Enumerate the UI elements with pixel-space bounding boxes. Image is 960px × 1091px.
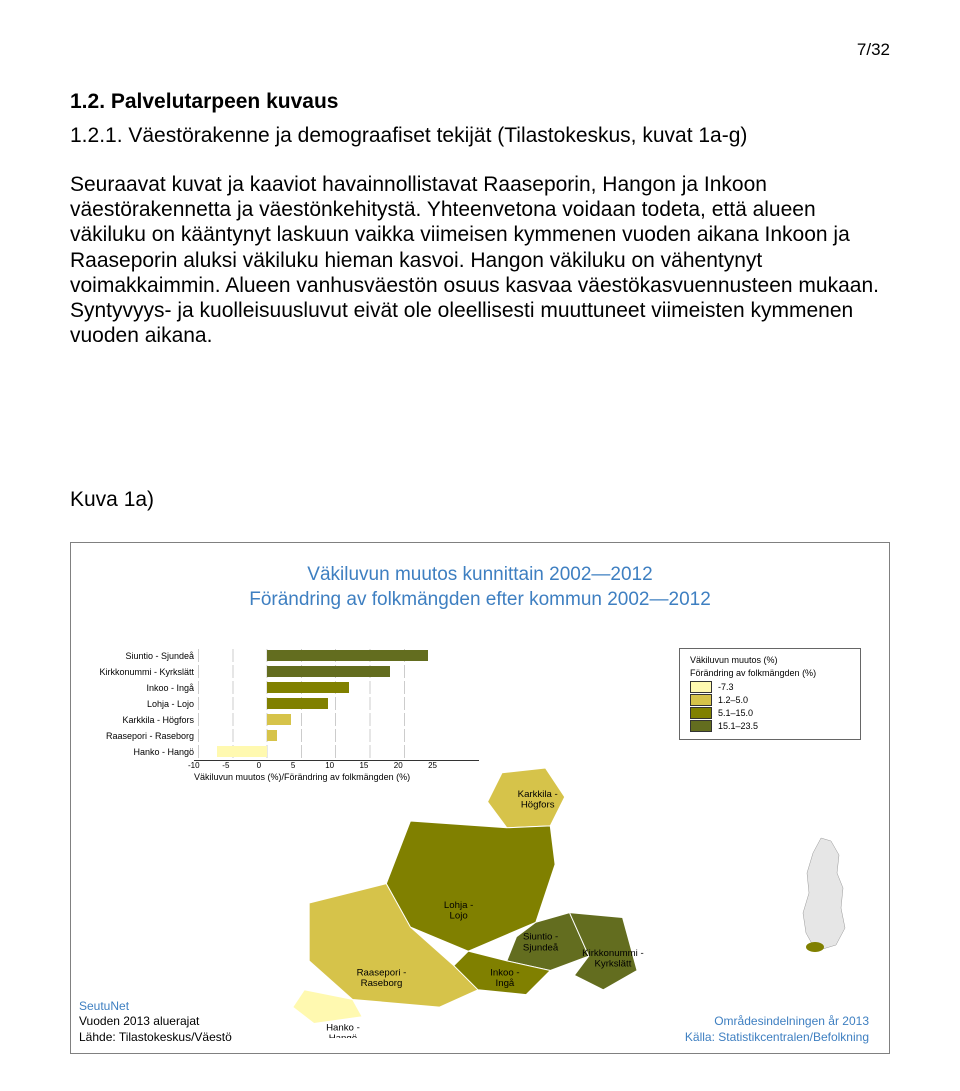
chart-title: Väkiluvun muutos kunnittain 2002—2012 Fö… (91, 563, 869, 612)
map-region-label: Siuntio -Sjundeå (523, 932, 559, 954)
chart-title-line2: Förändring av folkmängden efter kommun 2… (249, 589, 711, 610)
body-paragraph: Seuraavat kuvat ja kaaviot havainnollist… (70, 172, 890, 348)
bar-row: Siuntio - Sjundeå (79, 648, 479, 663)
legend-swatch (690, 720, 712, 732)
bar-row: Karkkila - Högfors (79, 712, 479, 727)
bar-row: Inkoo - Ingå (79, 680, 479, 695)
legend-swatch (690, 694, 712, 706)
bar-track (198, 681, 438, 694)
footer-right-line1: Områdesindelningen år 2013 (714, 1014, 869, 1028)
legend-label: 5.1–15.0 (718, 708, 753, 718)
bar-label: Siuntio - Sjundeå (79, 651, 198, 661)
legend-title-2: Förändring av folkmängden (%) (690, 668, 850, 678)
map-region-label: Karkkila -Högfors (518, 789, 558, 811)
footer-right-line2: Källa: Statistikcentralen/Befolkning (685, 1030, 869, 1044)
legend-title-1: Väkiluvun muutos (%) (690, 655, 850, 665)
bar-chart: Siuntio - Sjundeå Kirkkonummi - Kyrkslätt… (79, 648, 479, 782)
bar-fill (267, 666, 390, 677)
bar-label: Lohja - Lojo (79, 699, 198, 709)
choropleth-map: Karkkila -HögforsLohja -LojoSiuntio -Sju… (209, 768, 689, 1038)
bar-fill (267, 698, 329, 709)
bar-track (198, 649, 438, 662)
legend-label: -7.3 (718, 682, 734, 692)
figure-box: Väkiluvun muutos kunnittain 2002—2012 Fö… (70, 542, 890, 1054)
bar-track (198, 665, 438, 678)
bar-label: Karkkila - Högfors (79, 715, 198, 725)
figure-label: Kuva 1a) (70, 488, 890, 512)
legend-swatch (690, 707, 712, 719)
subsection-heading: 1.2.1. Väestörakenne ja demograafiset te… (70, 124, 890, 148)
bar-label: Hanko - Hangö (79, 747, 198, 757)
map-region-label: Raasepori -Raseborg (357, 968, 407, 990)
bar-fill (217, 746, 267, 757)
bar-track (198, 729, 438, 742)
legend-label: 1.2–5.0 (718, 695, 748, 705)
bar-fill (267, 730, 277, 741)
legend-label: 15.1–23.5 (718, 721, 758, 731)
bar-track (198, 697, 438, 710)
bar-fill (267, 682, 349, 693)
bar-fill (267, 714, 291, 725)
bar-row: Raasepori - Raseborg (79, 728, 479, 743)
legend-box: Väkiluvun muutos (%) Förändring av folkm… (679, 648, 861, 740)
legend-row: 5.1–15.0 (690, 707, 850, 719)
legend-row: 1.2–5.0 (690, 694, 850, 706)
section-heading: 1.2. Palvelutarpeen kuvaus (70, 90, 890, 114)
chart-title-line1: Väkiluvun muutos kunnittain 2002—2012 (307, 564, 652, 585)
footer-brand: SeutuNet (79, 999, 129, 1013)
bar-track (198, 745, 438, 758)
bar-label: Kirkkonummi - Kyrkslätt (79, 667, 198, 677)
legend-row: 15.1–23.5 (690, 720, 850, 732)
bar-row: Lohja - Lojo (79, 696, 479, 711)
map-region-label: Hanko -Hangö (326, 1023, 360, 1039)
bar-row: Kirkkonummi - Kyrkslätt (79, 664, 479, 679)
footer-left-line3: Lähde: Tilastokeskus/Väestö (79, 1030, 232, 1044)
mini-locator-map (791, 833, 861, 968)
bar-label: Inkoo - Ingå (79, 683, 198, 693)
footer-right: Områdesindelningen år 2013 Källa: Statis… (685, 1014, 869, 1045)
footer-left-line2: Vuoden 2013 aluerajat (79, 1014, 199, 1028)
bar-track (198, 713, 438, 726)
bar-row: Hanko - Hangö (79, 744, 479, 759)
footer-left: SeutuNet Vuoden 2013 aluerajat Lähde: Ti… (79, 999, 232, 1046)
legend-swatch (690, 681, 712, 693)
page-number: 7/32 (70, 40, 890, 60)
bar-label: Raasepori - Raseborg (79, 731, 198, 741)
legend-row: -7.3 (690, 681, 850, 693)
bar-fill (267, 650, 428, 661)
